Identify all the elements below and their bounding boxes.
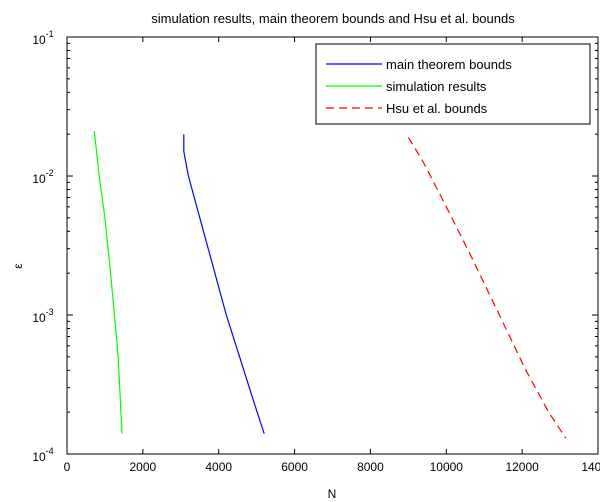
legend-label: Hsu et al. bounds xyxy=(386,101,488,116)
y-tick-base: 10 xyxy=(32,33,46,47)
y-tick-exponent: -3 xyxy=(46,307,54,317)
y-tick-exponent: -4 xyxy=(46,446,54,456)
legend-label: simulation results xyxy=(386,79,487,94)
x-tick-label: 4000 xyxy=(205,460,232,474)
x-tick-label: 8000 xyxy=(357,460,384,474)
series-line-main-theorem-bounds xyxy=(183,134,265,434)
chart-title: simulation results, main theorem bounds … xyxy=(151,11,515,26)
y-tick-base: 10 xyxy=(32,450,46,464)
y-axis-label: ε xyxy=(11,263,25,269)
y-tick-base: 10 xyxy=(32,311,46,325)
x-axis-label: N xyxy=(328,487,337,501)
x-tick-label: 0 xyxy=(64,460,71,474)
y-tick-label: 10-2 xyxy=(32,168,53,186)
legend-label: main theorem bounds xyxy=(386,57,512,72)
x-tick-label: 6000 xyxy=(281,460,308,474)
y-tick-label: 10-3 xyxy=(32,307,53,325)
y-tick-exponent: -1 xyxy=(46,29,54,39)
x-tick-label: 12000 xyxy=(505,460,539,474)
legend: main theorem bounds simulation results Hsu… xyxy=(315,43,591,125)
x-tick-label: 2000 xyxy=(130,460,157,474)
x-tick-label: 14000 xyxy=(581,460,600,474)
y-tick-label: 10-1 xyxy=(32,29,53,47)
series-layer xyxy=(93,131,567,439)
y-tick-label: 10-4 xyxy=(32,446,53,464)
legend-box xyxy=(315,43,591,125)
x-tick-label: 10000 xyxy=(430,460,464,474)
series-line-simulation-results xyxy=(93,131,123,434)
y-tick-exponent: -2 xyxy=(46,168,54,178)
y-tick-base: 10 xyxy=(32,172,46,186)
axis-ticks: 0200040006000800010000120001400010-410-3… xyxy=(32,29,600,474)
series-line-hsu-et-al-bounds xyxy=(407,136,567,439)
